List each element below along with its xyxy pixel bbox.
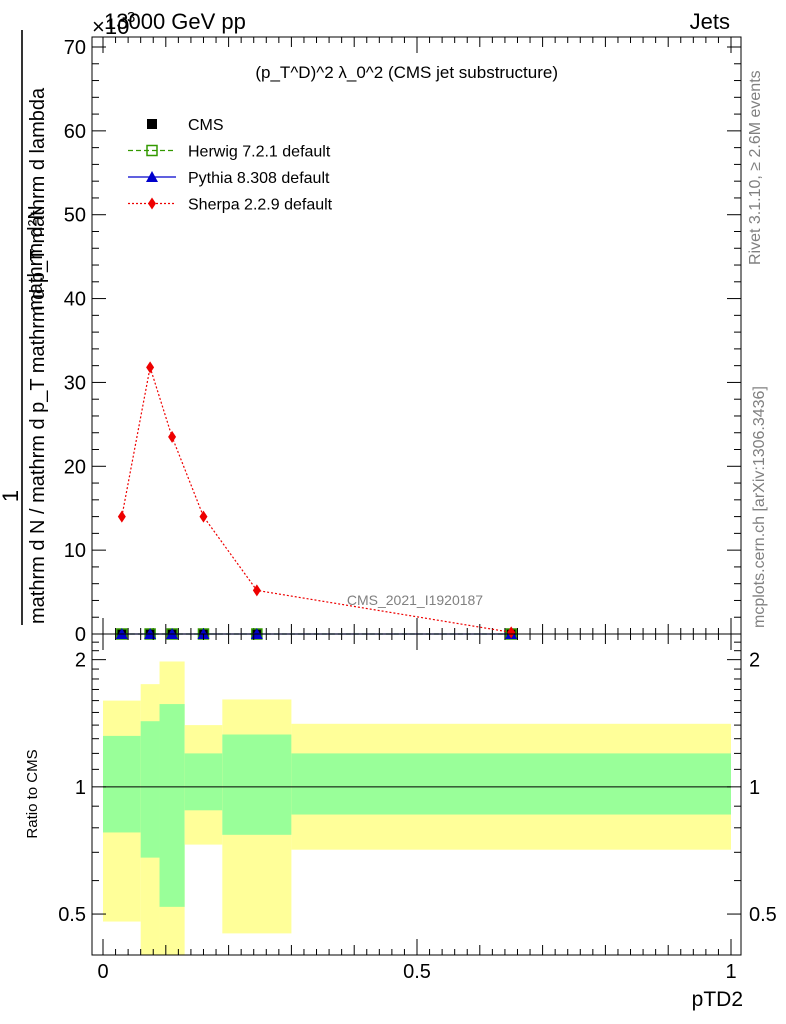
y-axis-title: 1 mathrm d²N mathrm d N / mathrm d p_T m… [0, 30, 49, 625]
y-tick-label: 50 [64, 205, 86, 227]
legend-marker [147, 119, 157, 129]
ratio-band-green [103, 735, 141, 833]
y-axis-title-one: 1 [0, 490, 23, 502]
exponent-power: -3 [122, 9, 135, 26]
y-tick-label: 70 [64, 37, 86, 59]
legend-entry: Sherpa 2.2.9 default [128, 197, 333, 214]
mcplots-side-label: mcplots.cern.ch [arXiv:1306.3436] [751, 386, 768, 628]
legend-entry: Pythia 8.308 default [128, 170, 330, 187]
exponent-base: ×10 [92, 14, 129, 39]
analysis-watermark: CMS_2021_I1920187 [347, 592, 483, 608]
main-panel: 0 10 20 30 40 50 60 70 (p_T^D)^2 λ_0^2 (CMS jet… [64, 36, 742, 646]
ratio-band-green [184, 753, 223, 811]
ratio-y-tick-label-left: 1 [75, 777, 86, 799]
series-line [121, 367, 512, 633]
legend-marker [146, 171, 158, 182]
ratio-y-tick-label-right: 0.5 [749, 904, 777, 926]
ratio-y-tick-label-left: 0.5 [58, 904, 86, 926]
main-x-ticks [102, 37, 732, 634]
x-tick-label: 0 [97, 961, 108, 983]
ratio-bands [103, 661, 731, 955]
ratio-band-green [291, 753, 731, 815]
legend-label: CMS [188, 117, 224, 134]
series-3 [117, 361, 516, 639]
header-right-label: Jets [690, 9, 730, 34]
rivet-side-label: Rivet 3.1.10, ≥ 2.6M events [747, 70, 764, 265]
x-tick-label: 0.5 [403, 961, 431, 983]
y-tick-label: 0 [75, 624, 86, 646]
ratio-band-green [140, 721, 160, 858]
legend: CMS Herwig 7.2.1 default Pythia 8.308 defa… [128, 117, 333, 214]
data-point [507, 626, 516, 639]
data-point [252, 584, 261, 597]
legend-entry: Herwig 7.2.1 default [128, 144, 331, 161]
legend-label: Sherpa 2.2.9 default [188, 197, 333, 214]
ratio-y-tick-label-right: 2 [749, 650, 760, 672]
legend-label: Herwig 7.2.1 default [188, 144, 331, 161]
ratio-panel: 0.5 0.51 12 2 0 0.5 1 Ratio to CMS pTD2 [24, 633, 777, 1011]
data-point [146, 361, 155, 374]
y-axis-title-denominator: mathrm d N / mathrm d p_T mathrm d p_T m… [27, 87, 49, 624]
x-axis-title: pTD2 [692, 988, 743, 1011]
y-axis-title-numerator: mathrm d²N [25, 205, 47, 311]
data-point [199, 510, 208, 523]
plot-title: (p_T^D)^2 λ_0^2 (CMS jet substructure) [255, 63, 558, 82]
ratio-y-tick-label-left: 2 [75, 650, 86, 672]
ratio-y-tick-label-right: 1 [749, 777, 760, 799]
y-tick-label: 20 [64, 456, 86, 478]
ratio-band-green [159, 704, 185, 907]
legend-label: Pythia 8.308 default [188, 170, 330, 187]
main-y-ticks: 0 10 20 30 40 50 60 70 [64, 37, 741, 646]
y-tick-label: 60 [64, 121, 86, 143]
legend-entry: CMS [147, 117, 224, 134]
ratio-y-axis-title: Ratio to CMS [24, 749, 41, 838]
header-left-label: 13000 GeV pp [104, 9, 246, 34]
data-point [168, 430, 177, 443]
data-point [117, 510, 126, 523]
legend-marker [148, 197, 156, 210]
y-tick-label: 10 [64, 540, 86, 562]
ratio-y-ticks: 0.5 0.5 1 1 2 2 [58, 641, 777, 926]
ratio-band-green [222, 734, 292, 835]
y-tick-label: 40 [64, 289, 86, 311]
x-tick-label: 1 [725, 961, 736, 983]
legend-marker [146, 144, 158, 157]
ratio-x-ticks: 0 0.5 1 [97, 634, 737, 983]
y-tick-label: 30 [64, 372, 86, 394]
